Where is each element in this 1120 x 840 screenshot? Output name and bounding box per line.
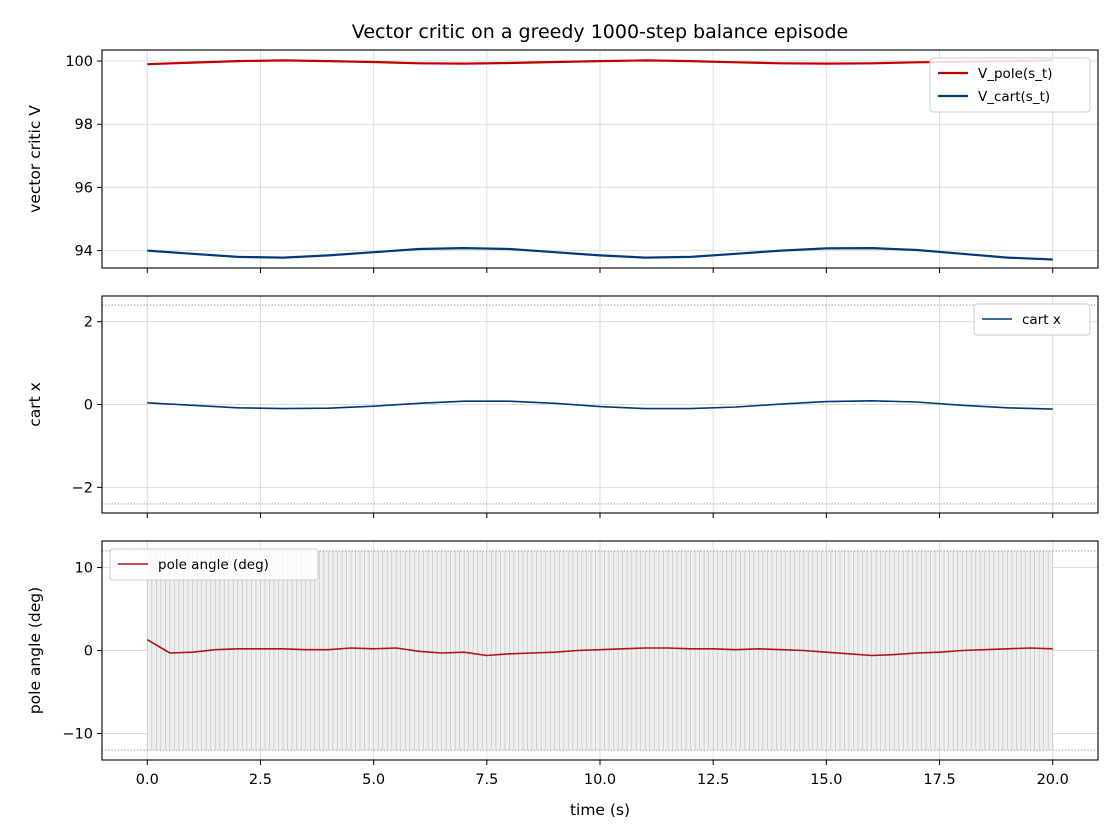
x-tick-label: 0.0 bbox=[136, 772, 159, 788]
y-tick-label: −2 bbox=[72, 480, 93, 496]
x-axis-label: time (s) bbox=[570, 801, 630, 819]
series-line-pole angle (deg) bbox=[146, 639, 1053, 657]
value-panel: 94 96 98 100 vector critic V V_pole(s_t) V_c… bbox=[26, 49, 1099, 273]
series-line-V_cart(s_t) bbox=[147, 247, 1053, 261]
series-group bbox=[147, 59, 1053, 261]
y-tick-label: 94 bbox=[75, 244, 93, 260]
series-group bbox=[146, 639, 1053, 657]
series-line-V_pole(s_t) bbox=[147, 59, 1053, 66]
series-group bbox=[147, 400, 1053, 410]
legend: cart x bbox=[973, 303, 1091, 336]
series-line-cart x bbox=[147, 400, 1053, 410]
panel-ticks: 94 96 98 100 bbox=[65, 54, 1054, 273]
panel-ticks: 0.0 2.5 5.0 7.5 10.0 12.5 15.0 17.5 20.0 −10 0 10 bbox=[62, 561, 1068, 788]
y-tick-label: 96 bbox=[75, 180, 93, 196]
x-tick-label: 2.5 bbox=[249, 772, 272, 788]
legend-label: V_cart(s_t) bbox=[978, 89, 1050, 105]
x-tick-label: 10.0 bbox=[584, 772, 616, 788]
panel-grid bbox=[102, 296, 1098, 513]
y-tick-label: 100 bbox=[65, 54, 93, 70]
x-tick-label: 15.0 bbox=[810, 772, 842, 788]
x-tick-label: 17.5 bbox=[923, 772, 955, 788]
shaded-band bbox=[146, 550, 1054, 751]
x-tick-label: 20.0 bbox=[1037, 772, 1069, 788]
legend: pole angle (deg) bbox=[109, 548, 319, 581]
y-axis-label: pole angle (deg) bbox=[26, 587, 44, 714]
legend-label: V_pole(s_t) bbox=[978, 66, 1052, 82]
y-tick-label: 0 bbox=[84, 398, 93, 414]
legend-label: cart x bbox=[1022, 312, 1061, 328]
chart-title: Vector critic on a greedy 1000-step bala… bbox=[352, 21, 848, 43]
y-tick-label: −10 bbox=[62, 726, 93, 742]
x-tick-label: 12.5 bbox=[697, 772, 729, 788]
legend-label: pole angle (deg) bbox=[158, 557, 269, 573]
legend-box bbox=[109, 548, 319, 581]
x-tick-label: 7.5 bbox=[475, 772, 498, 788]
y-tick-label: 0 bbox=[84, 644, 93, 660]
y-axis-label: vector critic V bbox=[26, 105, 44, 213]
panel-ticks: −2 0 2 bbox=[72, 315, 1054, 518]
legend-box bbox=[929, 57, 1091, 113]
x-tick-label: 5.0 bbox=[362, 772, 385, 788]
legend-box bbox=[973, 303, 1091, 336]
cart-panel: −2 0 2 cart x cart x bbox=[26, 295, 1099, 518]
legend: V_pole(s_t) V_cart(s_t) bbox=[929, 57, 1091, 113]
angle-panel: 0.0 2.5 5.0 7.5 10.0 12.5 15.0 17.5 20.0 −10 0 10 p… bbox=[26, 540, 1099, 819]
y-tick-label: 98 bbox=[75, 117, 93, 133]
y-axis-label: cart x bbox=[26, 382, 44, 427]
y-tick-label: 10 bbox=[75, 561, 93, 577]
y-tick-label: 2 bbox=[84, 315, 93, 331]
